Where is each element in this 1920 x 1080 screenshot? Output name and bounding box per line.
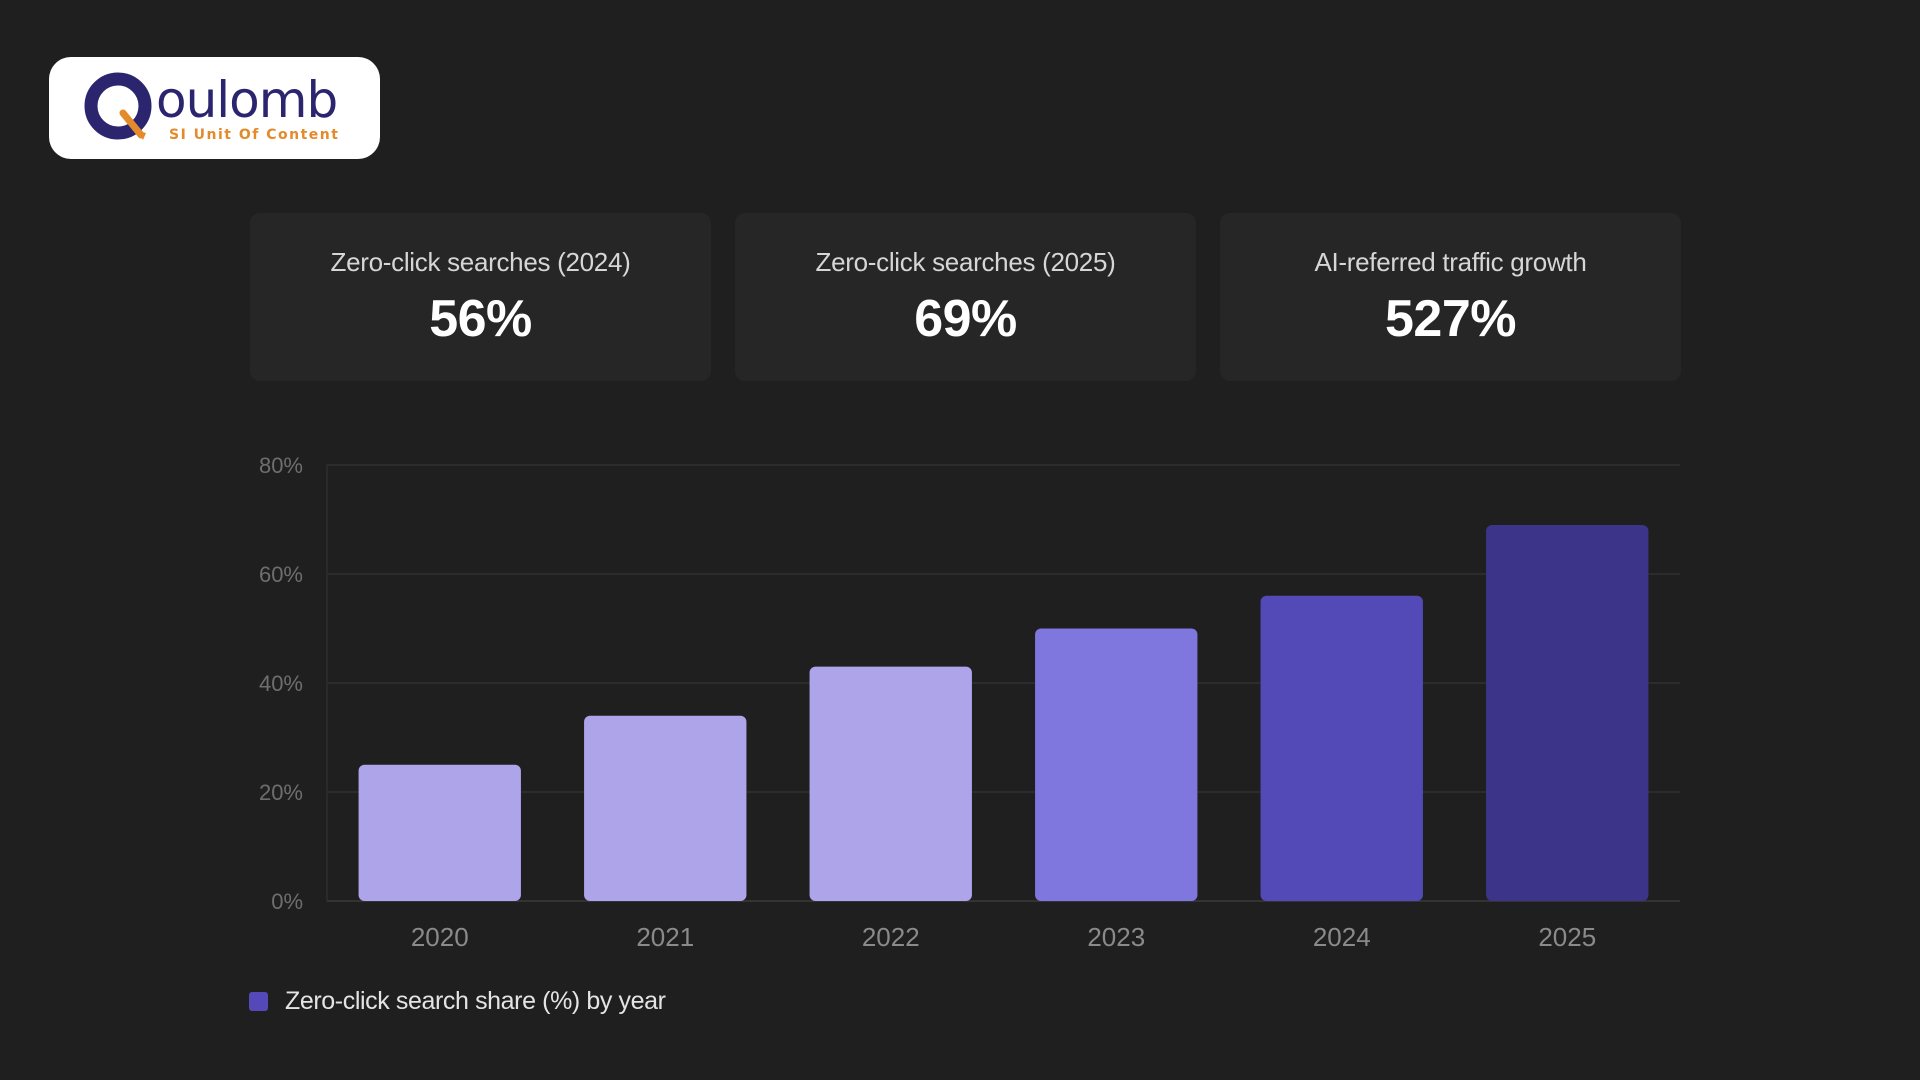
x-tick-label: 2021	[636, 922, 694, 952]
stat-card-ai-traffic-growth: AI-referred traffic growth 527%	[1220, 213, 1681, 381]
bar-2024	[1260, 595, 1423, 901]
stat-card-zero-click-2025: Zero-click searches (2025) 69%	[735, 213, 1196, 381]
stat-value: 56%	[429, 290, 532, 348]
logo-q-icon	[84, 72, 152, 140]
y-tick-label: 80%	[259, 453, 303, 478]
y-tick-label: 20%	[259, 780, 303, 805]
x-tick-label: 2020	[411, 922, 469, 952]
y-tick-label: 60%	[259, 562, 303, 587]
chart-legend: Zero-click search share (%) by year	[249, 986, 666, 1016]
bar-2022	[809, 666, 972, 901]
brand-logo: oulomb SI Unit Of Content	[49, 57, 380, 159]
legend-label: Zero-click search share (%) by year	[285, 986, 666, 1015]
stat-label: AI-referred traffic growth	[1314, 247, 1587, 277]
stat-card-zero-click-2024: Zero-click searches (2024) 56%	[250, 213, 711, 381]
y-tick-label: 40%	[259, 671, 303, 696]
stat-label: Zero-click searches (2024)	[330, 247, 631, 277]
stat-label: Zero-click searches (2025)	[815, 247, 1116, 277]
bar-2025	[1486, 524, 1649, 901]
x-tick-label: 2022	[862, 922, 920, 952]
bar-2023	[1035, 628, 1198, 901]
logo-tagline: SI Unit Of Content	[169, 127, 340, 143]
bar-2021	[584, 715, 747, 901]
bar-2020	[358, 764, 521, 901]
x-tick-label: 2025	[1538, 922, 1596, 952]
stat-value: 527%	[1385, 290, 1517, 348]
x-tick-label: 2024	[1313, 922, 1371, 952]
y-tick-label: 0%	[271, 889, 303, 914]
logo-wordmark: oulomb	[156, 71, 338, 129]
stat-value: 69%	[914, 290, 1017, 348]
legend-swatch	[249, 991, 268, 1011]
x-tick-label: 2023	[1087, 922, 1145, 952]
